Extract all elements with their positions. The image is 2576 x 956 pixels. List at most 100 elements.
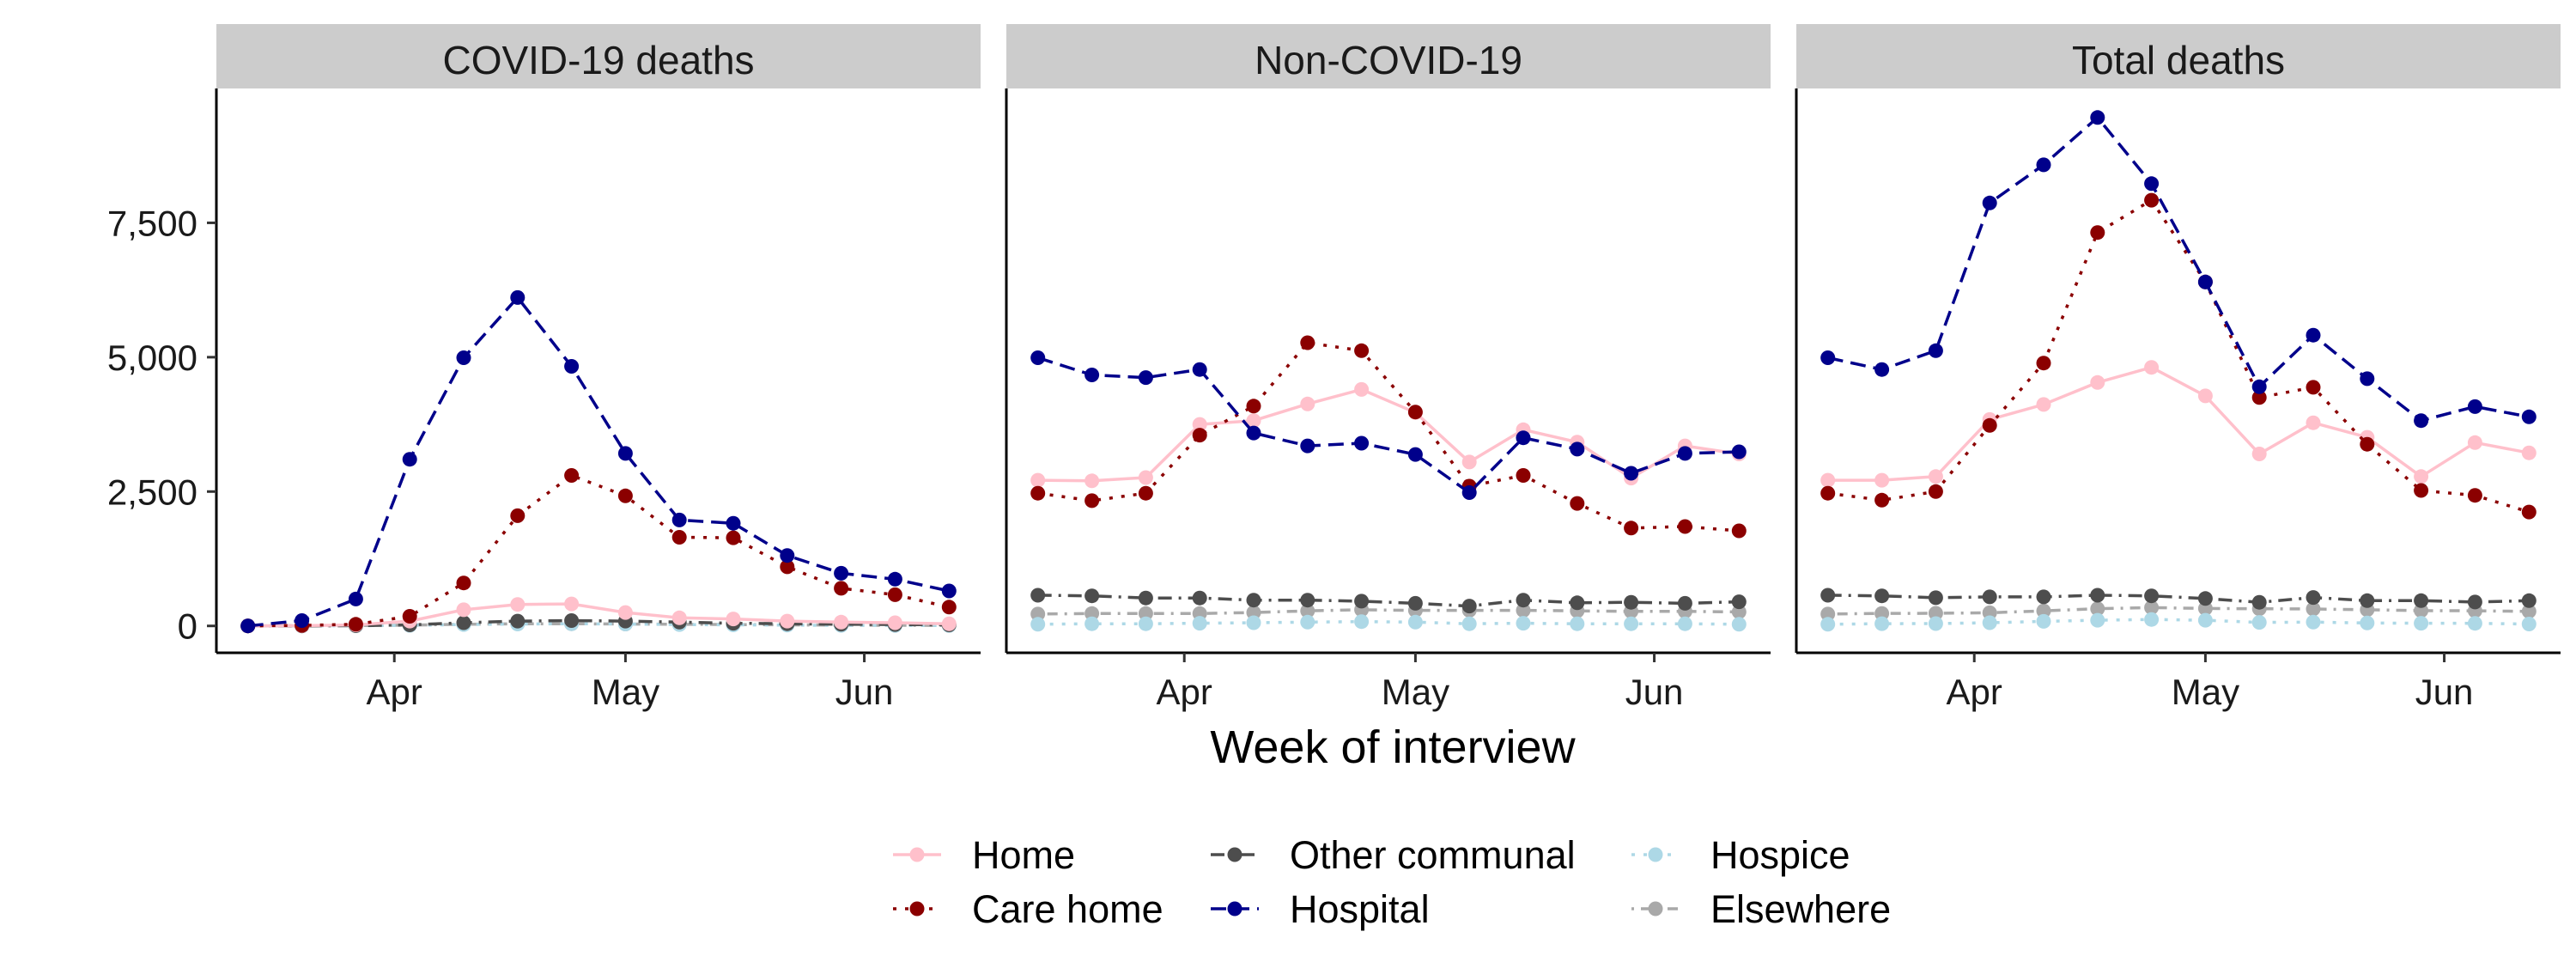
data-point-other-communal bbox=[2090, 588, 2105, 603]
data-point-hospice bbox=[1461, 616, 1477, 631]
data-point-hospice bbox=[1928, 616, 1943, 631]
y-tick-label: 0 bbox=[178, 606, 197, 647]
data-point-home bbox=[1300, 396, 1315, 411]
data-point-care-home bbox=[1731, 523, 1747, 539]
facet-strip bbox=[1796, 24, 2561, 88]
data-point-hospice bbox=[2144, 612, 2160, 627]
data-point-care-home bbox=[1300, 335, 1315, 350]
data-point-hospital bbox=[726, 515, 741, 531]
data-point-other-communal bbox=[2036, 589, 2051, 605]
data-point-other-communal bbox=[456, 615, 471, 630]
data-point-home bbox=[2144, 360, 2160, 375]
data-point-other-communal bbox=[1354, 594, 1370, 609]
data-point-elsewhere bbox=[1874, 606, 1890, 621]
data-point-home bbox=[1874, 472, 1890, 488]
data-point-hospital bbox=[2144, 176, 2160, 192]
x-tick-label: Jun bbox=[1625, 672, 1684, 712]
data-point-hospice bbox=[2036, 613, 2051, 629]
legend-item-elsewhere: Elsewhere bbox=[1631, 887, 1891, 931]
data-point-home bbox=[2197, 388, 2213, 404]
data-point-other-communal bbox=[1624, 594, 1639, 610]
legend-label: Elsewhere bbox=[1710, 887, 1891, 931]
series-line-hospital bbox=[1037, 356, 1740, 495]
data-point-other-communal bbox=[2467, 594, 2482, 610]
data-point-elsewhere bbox=[2306, 601, 2321, 617]
x-axis-title: Week of interview bbox=[1210, 722, 1576, 773]
data-point-care-home bbox=[1677, 519, 1692, 534]
legend-item-hospice: Hospice bbox=[1631, 833, 1850, 877]
facet-strip bbox=[1006, 24, 1771, 88]
data-point-other-communal bbox=[1246, 593, 1261, 608]
panel-total-deaths: Total deaths Apr May Jun bbox=[1795, 24, 2561, 712]
data-point-other-communal bbox=[1820, 588, 1836, 603]
data-point-care-home bbox=[1246, 399, 1261, 414]
data-point-other-communal bbox=[1982, 589, 1997, 605]
data-point-hospital bbox=[1138, 370, 1153, 386]
data-point-hospital bbox=[617, 446, 633, 461]
data-point-care-home bbox=[510, 508, 526, 523]
data-point-hospital bbox=[1570, 441, 1585, 457]
series-line-elsewhere bbox=[1037, 608, 1740, 616]
data-point-care-home bbox=[1407, 405, 1423, 420]
data-point-hospital bbox=[1982, 195, 1997, 210]
data-point-hospice bbox=[2414, 616, 2429, 631]
data-point-care-home bbox=[1982, 417, 1997, 433]
data-point-hospital bbox=[1030, 350, 1046, 365]
legend-key-point bbox=[909, 847, 925, 862]
data-point-hospice bbox=[1030, 617, 1046, 632]
legend-item-hospital: Hospital bbox=[1211, 887, 1430, 931]
data-point-hospital bbox=[2467, 399, 2482, 414]
data-point-hospice bbox=[1677, 616, 1692, 631]
data-point-hospice bbox=[1731, 617, 1747, 632]
data-point-hospital bbox=[348, 591, 363, 606]
data-point-care-home bbox=[2036, 356, 2051, 371]
data-point-care-home bbox=[617, 488, 633, 503]
data-point-other-communal bbox=[2306, 590, 2321, 606]
data-point-hospital bbox=[564, 359, 580, 374]
data-point-care-home bbox=[780, 559, 795, 575]
series-line-care-home bbox=[1037, 341, 1740, 533]
data-point-home bbox=[1138, 470, 1153, 485]
x-tick-label: May bbox=[1382, 672, 1449, 712]
series-line-hospital bbox=[1827, 116, 2530, 423]
data-point-care-home bbox=[1874, 492, 1890, 508]
data-point-hospice bbox=[2251, 615, 2267, 630]
data-point-other-communal bbox=[1928, 590, 1943, 606]
x-tick-label: Apr bbox=[367, 672, 422, 712]
data-point-hospital bbox=[2036, 157, 2051, 173]
data-point-hospital bbox=[1820, 350, 1836, 365]
data-point-home bbox=[1246, 413, 1261, 429]
data-point-hospital bbox=[2197, 274, 2213, 289]
data-point-hospital bbox=[2360, 371, 2375, 387]
panels-layer: COVID-19 deaths Apr May Jun 0 2,500 5,000 7,500… bbox=[107, 24, 2561, 712]
series-home bbox=[1030, 381, 1747, 489]
legend-label: Care home bbox=[972, 887, 1163, 931]
data-point-care-home bbox=[2414, 483, 2429, 498]
data-point-hospital bbox=[2090, 110, 2105, 125]
data-point-care-home bbox=[1354, 343, 1370, 358]
series-elsewhere bbox=[1030, 602, 1747, 622]
data-point-hospice bbox=[2306, 614, 2321, 630]
data-point-care-home bbox=[2467, 488, 2482, 503]
data-point-hospital bbox=[1300, 438, 1315, 454]
data-point-elsewhere bbox=[1300, 603, 1315, 618]
data-point-hospital bbox=[2251, 379, 2267, 394]
data-point-hospice bbox=[2360, 615, 2375, 630]
data-point-hospice bbox=[1874, 616, 1890, 631]
data-point-home bbox=[887, 615, 902, 630]
series-line-home bbox=[1827, 365, 2530, 482]
data-point-care-home bbox=[2251, 390, 2267, 405]
data-point-hospital bbox=[1928, 343, 1943, 358]
data-point-hospital bbox=[1084, 368, 1100, 382]
data-point-elsewhere bbox=[2521, 604, 2537, 619]
data-point-other-communal bbox=[1874, 588, 1890, 604]
data-point-care-home bbox=[1192, 428, 1207, 443]
data-point-elsewhere bbox=[1516, 603, 1531, 618]
series-other-communal bbox=[1030, 588, 1747, 614]
data-point-other-communal bbox=[510, 613, 526, 629]
legend: Home Care home Other communal Hospital Hospi… bbox=[893, 833, 1891, 931]
data-point-hospice bbox=[2197, 612, 2213, 628]
data-point-care-home bbox=[1138, 485, 1153, 501]
x-tick-label: May bbox=[592, 672, 659, 712]
data-point-care-home bbox=[2306, 380, 2321, 395]
